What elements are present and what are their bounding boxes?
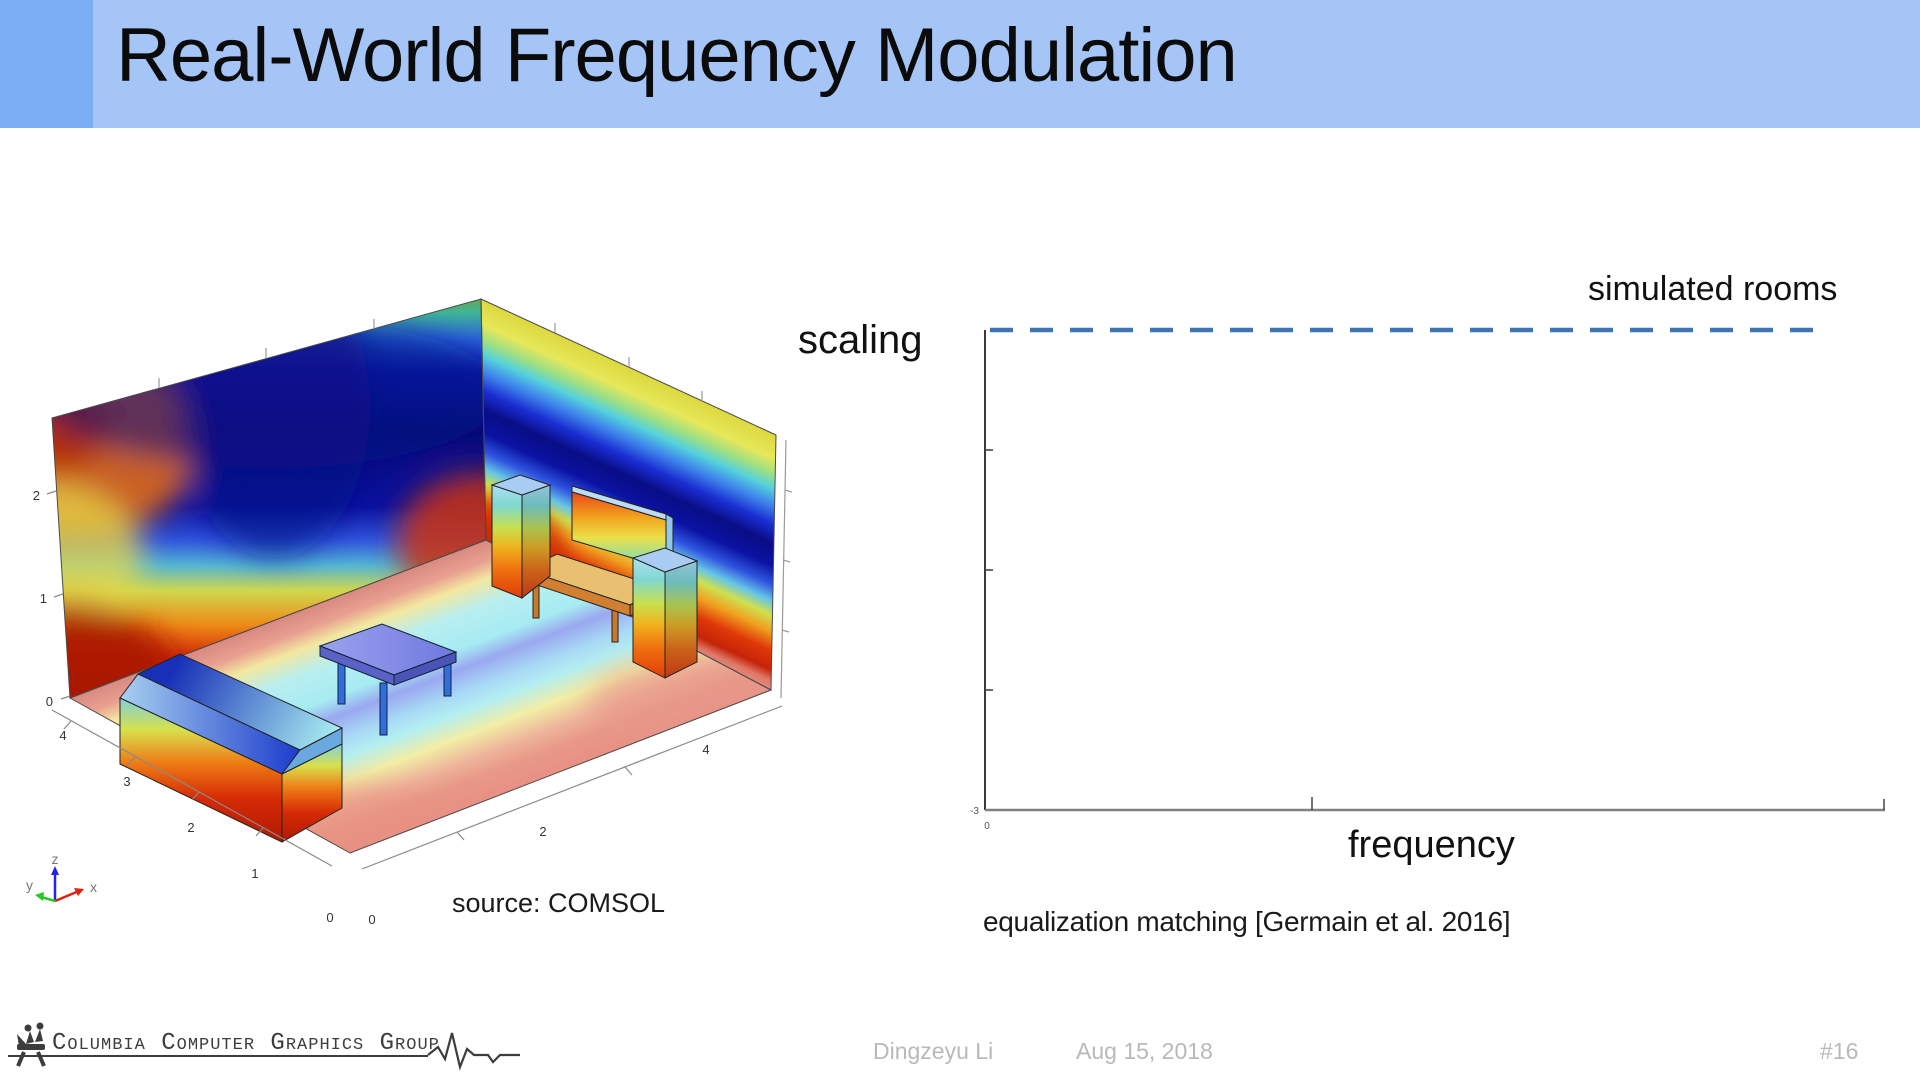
comsol-room-figure: 2 1 0 4 3 2 1 0 0 2 4 xyxy=(26,298,793,927)
y-tick-3: 3 xyxy=(123,774,130,789)
crown-icon xyxy=(16,1022,46,1067)
y-tick-0: 0 xyxy=(326,910,333,925)
sofa xyxy=(119,653,344,843)
page-title: Real-World Frequency Modulation xyxy=(116,13,1238,98)
footer-page-number: #16 xyxy=(1820,1038,1859,1064)
wall-top-ticks xyxy=(158,319,703,401)
footer-author: Dingzeyu Li xyxy=(873,1038,994,1064)
x-tick-0: 0 xyxy=(368,912,375,927)
header-accent-stripe xyxy=(0,0,93,128)
header-bar: Real-World Frequency Modulation xyxy=(0,0,1920,128)
chart-xlabel: frequency xyxy=(1348,824,1515,866)
x-tick-2: 2 xyxy=(539,824,546,839)
footer-date: Aug 15, 2018 xyxy=(1076,1038,1213,1064)
triad-x-label: x xyxy=(90,879,97,895)
y-tick-1: 1 xyxy=(251,866,258,881)
room-right-axis xyxy=(780,439,793,699)
chart-caption: equalization matching [Germain et al. 20… xyxy=(983,906,1511,937)
room-x-axis xyxy=(361,705,783,870)
coffee-table xyxy=(318,623,458,736)
z-tick-1: 1 xyxy=(40,591,47,606)
triad-y-label: y xyxy=(26,877,33,893)
speaker-left xyxy=(490,474,552,600)
ecg-waveform-icon xyxy=(427,1032,520,1071)
z-tick-2: 2 xyxy=(33,488,40,503)
logo-underline xyxy=(8,1055,428,1057)
y-tick-4: 4 xyxy=(59,728,66,743)
x-tick-4: 4 xyxy=(702,742,709,757)
room-y-axis xyxy=(51,709,333,867)
triad-z-label: z xyxy=(52,851,59,867)
room-source-caption: source: COMSOL xyxy=(452,888,666,918)
coordinate-triad: z x y xyxy=(26,851,97,903)
chart-y-min-label: -3 xyxy=(970,806,979,817)
chart-series-annotation: simulated rooms xyxy=(1588,270,1838,308)
scaling-frequency-chart: -3 0 xyxy=(970,327,1885,832)
group-logo xyxy=(16,1022,520,1071)
chart-x-ticks xyxy=(1311,797,1885,810)
chart-y-ticks xyxy=(985,449,993,691)
room-z-axis xyxy=(46,490,71,700)
speaker-right xyxy=(631,547,699,679)
y-tick-2: 2 xyxy=(187,820,194,835)
logo-text: Columbia Computer Graphics Group xyxy=(52,1030,440,1057)
chart-x-origin-label: 0 xyxy=(984,821,990,832)
chart-ylabel: scaling xyxy=(798,318,923,362)
z-tick-0: 0 xyxy=(46,694,53,709)
